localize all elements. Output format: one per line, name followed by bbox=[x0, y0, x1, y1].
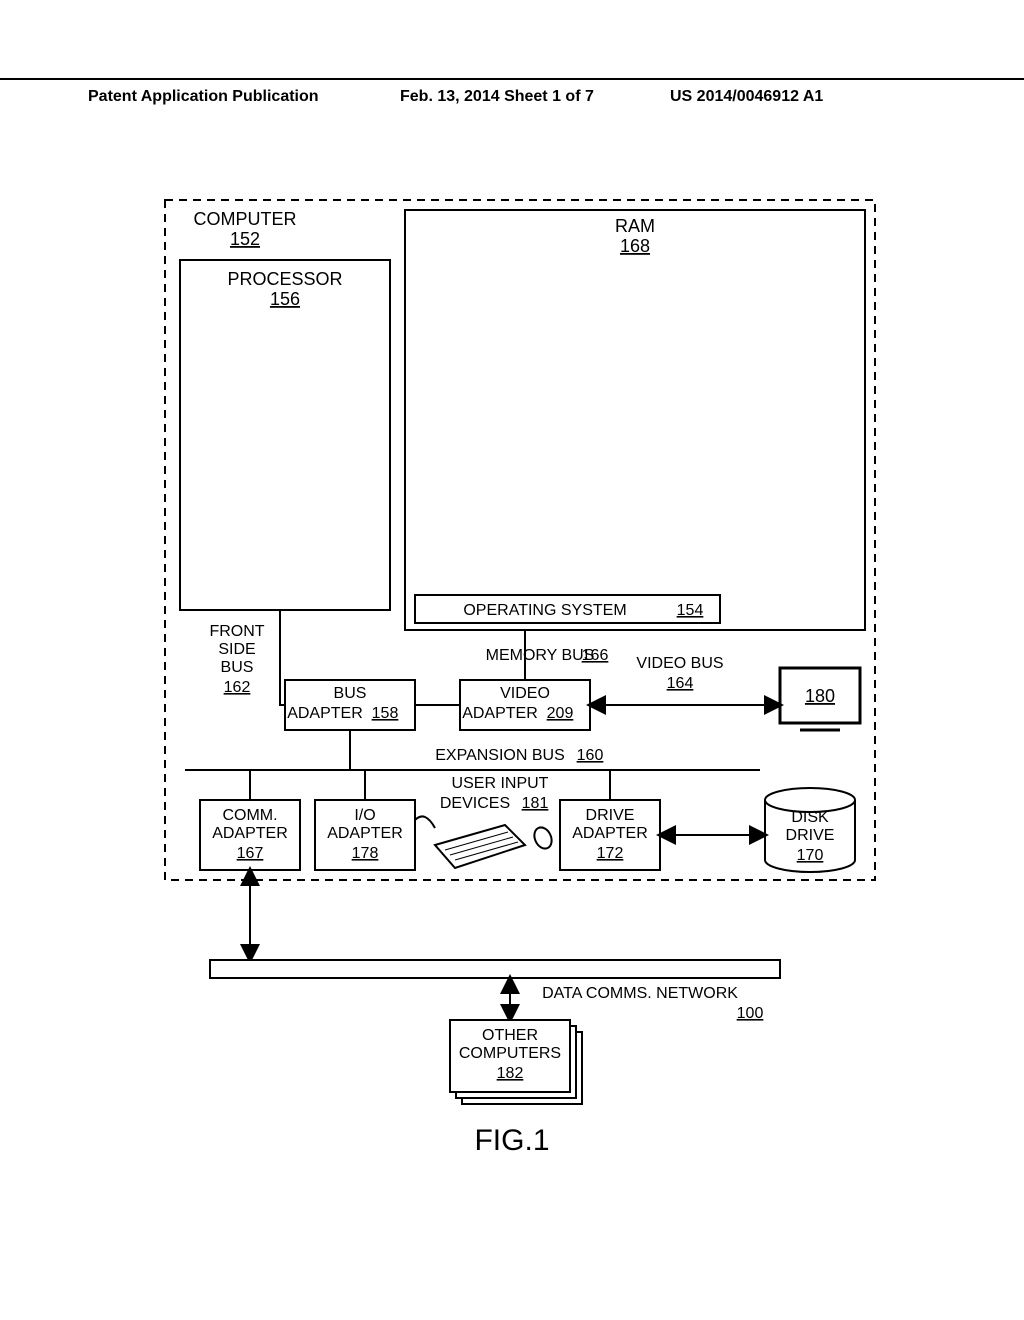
video-adapter-label-2: ADAPTER bbox=[462, 705, 538, 722]
other-comp-label-1: OTHER bbox=[482, 1027, 538, 1044]
comm-adapter-label-2: ADAPTER bbox=[212, 825, 288, 842]
monitor-ref: 180 bbox=[805, 686, 835, 706]
comm-adapter-label-1: COMM. bbox=[222, 807, 277, 824]
figure-svg: COMPUTER 152 PROCESSOR 156 RAM 168 OPERA… bbox=[0, 0, 1024, 1320]
ram-ref: 168 bbox=[620, 236, 650, 256]
conn-io-kbd bbox=[415, 816, 435, 828]
page: Patent Application Publication Feb. 13, … bbox=[0, 0, 1024, 1320]
bus-adapter-label-2: ADAPTER bbox=[287, 705, 363, 722]
disk-drive-ref: 170 bbox=[797, 847, 824, 864]
other-comp-label-2: COMPUTERS bbox=[459, 1045, 561, 1062]
bus-adapter-ref: 158 bbox=[372, 705, 399, 722]
drive-adapter-label-1: DRIVE bbox=[586, 807, 635, 824]
fsb-label-1: FRONT bbox=[209, 623, 264, 640]
video-adapter-ref: 209 bbox=[547, 705, 574, 722]
vidbus-label: VIDEO BUS bbox=[636, 655, 723, 672]
drive-adapter-ref: 172 bbox=[597, 845, 624, 862]
userinput-ref: 181 bbox=[522, 795, 549, 812]
ram-block bbox=[405, 210, 865, 630]
computer-ref: 152 bbox=[230, 229, 260, 249]
other-comp-ref: 182 bbox=[497, 1065, 524, 1082]
ram-label: RAM bbox=[615, 216, 655, 236]
video-adapter-label-1: VIDEO bbox=[500, 685, 550, 702]
comm-adapter-ref: 167 bbox=[237, 845, 264, 862]
io-adapter-label-1: I/O bbox=[354, 807, 375, 824]
io-adapter-label-2: ADAPTER bbox=[327, 825, 403, 842]
disk-drive-label-1: DISK bbox=[791, 809, 829, 826]
disk-drive-label-2: DRIVE bbox=[786, 827, 835, 844]
userinput-label-2: DEVICES bbox=[440, 795, 510, 812]
network-ref: 100 bbox=[737, 1005, 764, 1022]
network-bar bbox=[210, 960, 780, 978]
processor-ref: 156 bbox=[270, 289, 300, 309]
fsb-label-2: SIDE bbox=[218, 641, 255, 658]
drive-adapter-label-2: ADAPTER bbox=[572, 825, 648, 842]
expbus-ref: 160 bbox=[577, 747, 604, 764]
computer-label: COMPUTER bbox=[194, 209, 297, 229]
io-adapter-ref: 178 bbox=[352, 845, 379, 862]
os-ref: 154 bbox=[677, 602, 704, 619]
membus-ref: 166 bbox=[582, 647, 609, 664]
figure-label: FIG.1 bbox=[474, 1124, 549, 1157]
processor-block bbox=[180, 260, 390, 610]
network-label: DATA COMMS. NETWORK bbox=[542, 985, 738, 1002]
userinput-label-1: USER INPUT bbox=[452, 775, 549, 792]
keyboard-icon bbox=[435, 825, 525, 868]
fsb-label-3: BUS bbox=[221, 659, 254, 676]
expbus-label: EXPANSION BUS bbox=[435, 747, 565, 764]
vidbus-ref: 164 bbox=[667, 675, 694, 692]
os-label: OPERATING SYSTEM bbox=[463, 602, 626, 619]
bus-adapter-label-1: BUS bbox=[334, 685, 367, 702]
fsb-ref: 162 bbox=[224, 679, 251, 696]
mouse-icon bbox=[531, 825, 555, 852]
membus-label: MEMORY BUS bbox=[486, 647, 595, 664]
processor-label: PROCESSOR bbox=[227, 269, 342, 289]
